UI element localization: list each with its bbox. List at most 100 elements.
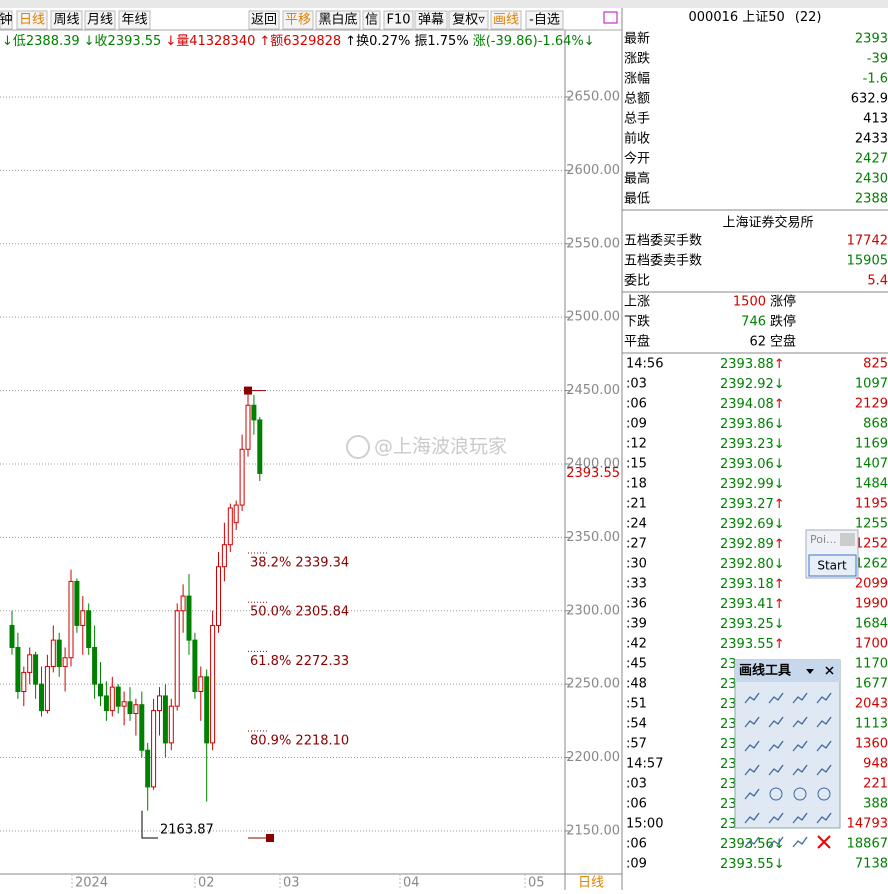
breadth-label: 上涨 xyxy=(624,295,650,310)
info-item: 涨(-39.86)-1.64%↓ xyxy=(473,34,595,49)
toolbar-button[interactable] xyxy=(362,10,381,30)
watermark-icon xyxy=(346,435,370,459)
order-label: 委比 xyxy=(624,274,650,289)
tick-price: 2393.25↓ xyxy=(720,617,785,632)
candle-body xyxy=(92,646,98,685)
tool-icon[interactable] xyxy=(816,764,832,776)
tick-volume: 1195 xyxy=(855,497,888,512)
tick-volume: 1252 xyxy=(855,537,888,552)
toolbar-button[interactable] xyxy=(315,10,361,30)
tool-icon[interactable] xyxy=(744,740,760,752)
tool-icon[interactable] xyxy=(792,764,808,776)
toolbar-button[interactable] xyxy=(50,10,83,30)
toolbox-close[interactable] xyxy=(825,666,834,675)
quote-value: 413 xyxy=(863,112,888,127)
tool-icon[interactable] xyxy=(768,812,784,824)
candle-body xyxy=(204,676,210,744)
tool-icon[interactable] xyxy=(768,716,784,728)
tool-icon[interactable] xyxy=(769,787,783,801)
candle-body xyxy=(198,676,204,693)
tick-volume: 825 xyxy=(863,357,888,372)
toolbar-button-label: 周线 xyxy=(53,13,79,28)
tool-icon[interactable] xyxy=(816,740,832,752)
tool-icon[interactable] xyxy=(768,836,784,848)
toolbar-button[interactable] xyxy=(414,10,448,30)
tool-icon[interactable] xyxy=(768,740,784,752)
tick-price-value: 23 xyxy=(720,717,737,732)
tick-time: :24 xyxy=(626,517,647,532)
tool-icon[interactable] xyxy=(817,787,831,801)
tool-icon[interactable] xyxy=(816,692,832,704)
tick-price: 23 xyxy=(720,797,737,812)
tick-volume: 1684 xyxy=(855,617,888,632)
toolbar-button-label: 日线 xyxy=(19,13,45,28)
toolbar-button[interactable] xyxy=(248,10,280,30)
tick-volume: 1170 xyxy=(855,657,888,672)
low-ref-marker xyxy=(266,834,274,842)
tick-price: 2393.41↑ xyxy=(720,597,785,612)
tick-price: 2393.56↓ xyxy=(720,837,785,852)
y-tick-label: 2500.00 xyxy=(566,310,620,325)
tick-volume: 1677 xyxy=(855,677,888,692)
tool-icon[interactable] xyxy=(816,812,832,824)
start-button[interactable] xyxy=(808,554,857,577)
toolbar-button[interactable] xyxy=(84,10,116,30)
tool-icon[interactable] xyxy=(768,692,784,704)
toolbar-button-label: 钟 xyxy=(0,12,13,28)
tool-icon[interactable] xyxy=(792,692,808,704)
tool-icon[interactable] xyxy=(792,740,808,752)
tick-price: 23 xyxy=(720,717,737,732)
tick-time: :09 xyxy=(626,857,647,872)
toolbox-menu[interactable] xyxy=(806,669,814,674)
tool-icon[interactable] xyxy=(744,788,760,800)
toolbar-button[interactable] xyxy=(16,10,48,30)
candle-body xyxy=(68,580,74,659)
popup-close[interactable] xyxy=(840,533,855,546)
toolbar-button[interactable] xyxy=(383,10,414,30)
tool-icon[interactable] xyxy=(744,836,760,848)
tool-delete[interactable] xyxy=(817,835,831,849)
tick-price-value: 2393.55 xyxy=(720,637,774,652)
tool-icon[interactable] xyxy=(744,716,760,728)
tick-time: :09 xyxy=(626,417,647,432)
fib-label: 50.0% 2305.84 xyxy=(250,605,349,620)
toolbox-titlebar xyxy=(735,660,840,682)
tool-icon[interactable] xyxy=(744,764,760,776)
candle-body xyxy=(121,701,127,707)
tick-price: 2394.08↑ xyxy=(720,397,785,412)
tool-icon[interactable] xyxy=(792,812,808,824)
tool-icon[interactable] xyxy=(816,716,832,728)
x-tick-label: 05 xyxy=(528,876,545,891)
tick-volume: 1262 xyxy=(855,557,888,572)
toolbar-button-label: 返回 xyxy=(251,13,277,28)
tool-icon[interactable] xyxy=(793,787,807,801)
toolbar-button[interactable] xyxy=(448,10,489,30)
toolbar-button[interactable] xyxy=(525,10,564,30)
toolbar-button[interactable] xyxy=(490,10,522,30)
candle-body xyxy=(50,639,56,668)
tool-icon[interactable] xyxy=(792,836,808,848)
tick-price-value: 23 xyxy=(720,777,737,792)
candle-body xyxy=(239,448,245,506)
tool-icon[interactable] xyxy=(792,716,808,728)
candle-body xyxy=(168,705,174,744)
tick-price: 23 xyxy=(720,817,737,832)
toolbar-button[interactable] xyxy=(282,10,314,30)
toolbar-button[interactable] xyxy=(0,10,13,30)
tick-arrow: ↓ xyxy=(774,377,785,392)
y-tick-label: 2200.00 xyxy=(566,750,620,765)
toolbar-button-label: 画线 xyxy=(493,13,519,28)
candle-body xyxy=(157,695,162,712)
candle-body xyxy=(21,671,27,693)
window-icon[interactable] xyxy=(603,11,618,24)
tool-icon[interactable] xyxy=(744,692,760,704)
breadth-tag: 涨停 xyxy=(770,294,796,310)
candle-body xyxy=(27,654,33,673)
tool-icon[interactable] xyxy=(768,764,784,776)
info-item: ↓收2393.55 xyxy=(84,34,162,49)
toolbar-button[interactable] xyxy=(118,10,151,30)
tool-icon[interactable] xyxy=(744,812,760,824)
tick-volume: 1700 xyxy=(855,637,888,652)
watermark-text: @上海波浪玩家 xyxy=(374,436,507,458)
